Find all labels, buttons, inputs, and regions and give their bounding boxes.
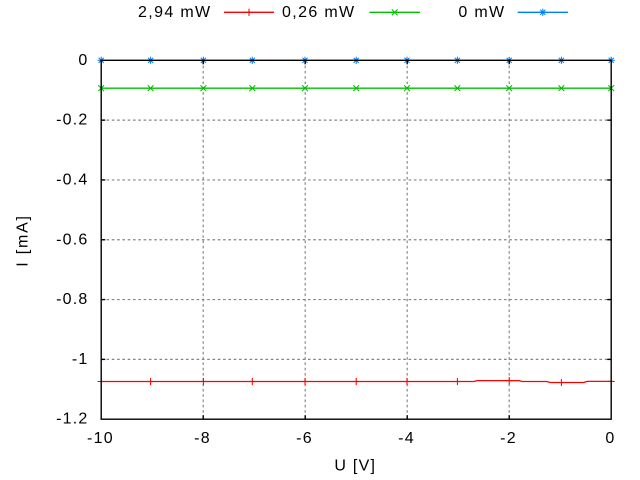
svg-text:-0.8: -0.8 xyxy=(56,291,88,308)
svg-text:-1: -1 xyxy=(72,351,89,368)
svg-text:-8: -8 xyxy=(194,430,211,447)
svg-text:-2: -2 xyxy=(500,430,517,447)
svg-text:0,26 mW: 0,26 mW xyxy=(282,4,355,21)
svg-text:-0.6: -0.6 xyxy=(56,231,88,248)
svg-text:U [V]: U [V] xyxy=(334,458,376,475)
svg-text:-4: -4 xyxy=(398,430,415,447)
svg-text:-0.2: -0.2 xyxy=(56,112,88,129)
svg-text:-10: -10 xyxy=(87,430,114,447)
svg-text:-0.4: -0.4 xyxy=(56,171,88,188)
svg-text:0: 0 xyxy=(78,52,88,69)
svg-text:0 mW: 0 mW xyxy=(458,4,505,21)
svg-text:-6: -6 xyxy=(296,430,313,447)
svg-text:-1.2: -1.2 xyxy=(56,411,88,428)
svg-text:0: 0 xyxy=(605,430,615,447)
svg-text:2,94 mW: 2,94 mW xyxy=(138,4,211,21)
svg-text:I [mA]: I [mA] xyxy=(15,214,32,267)
